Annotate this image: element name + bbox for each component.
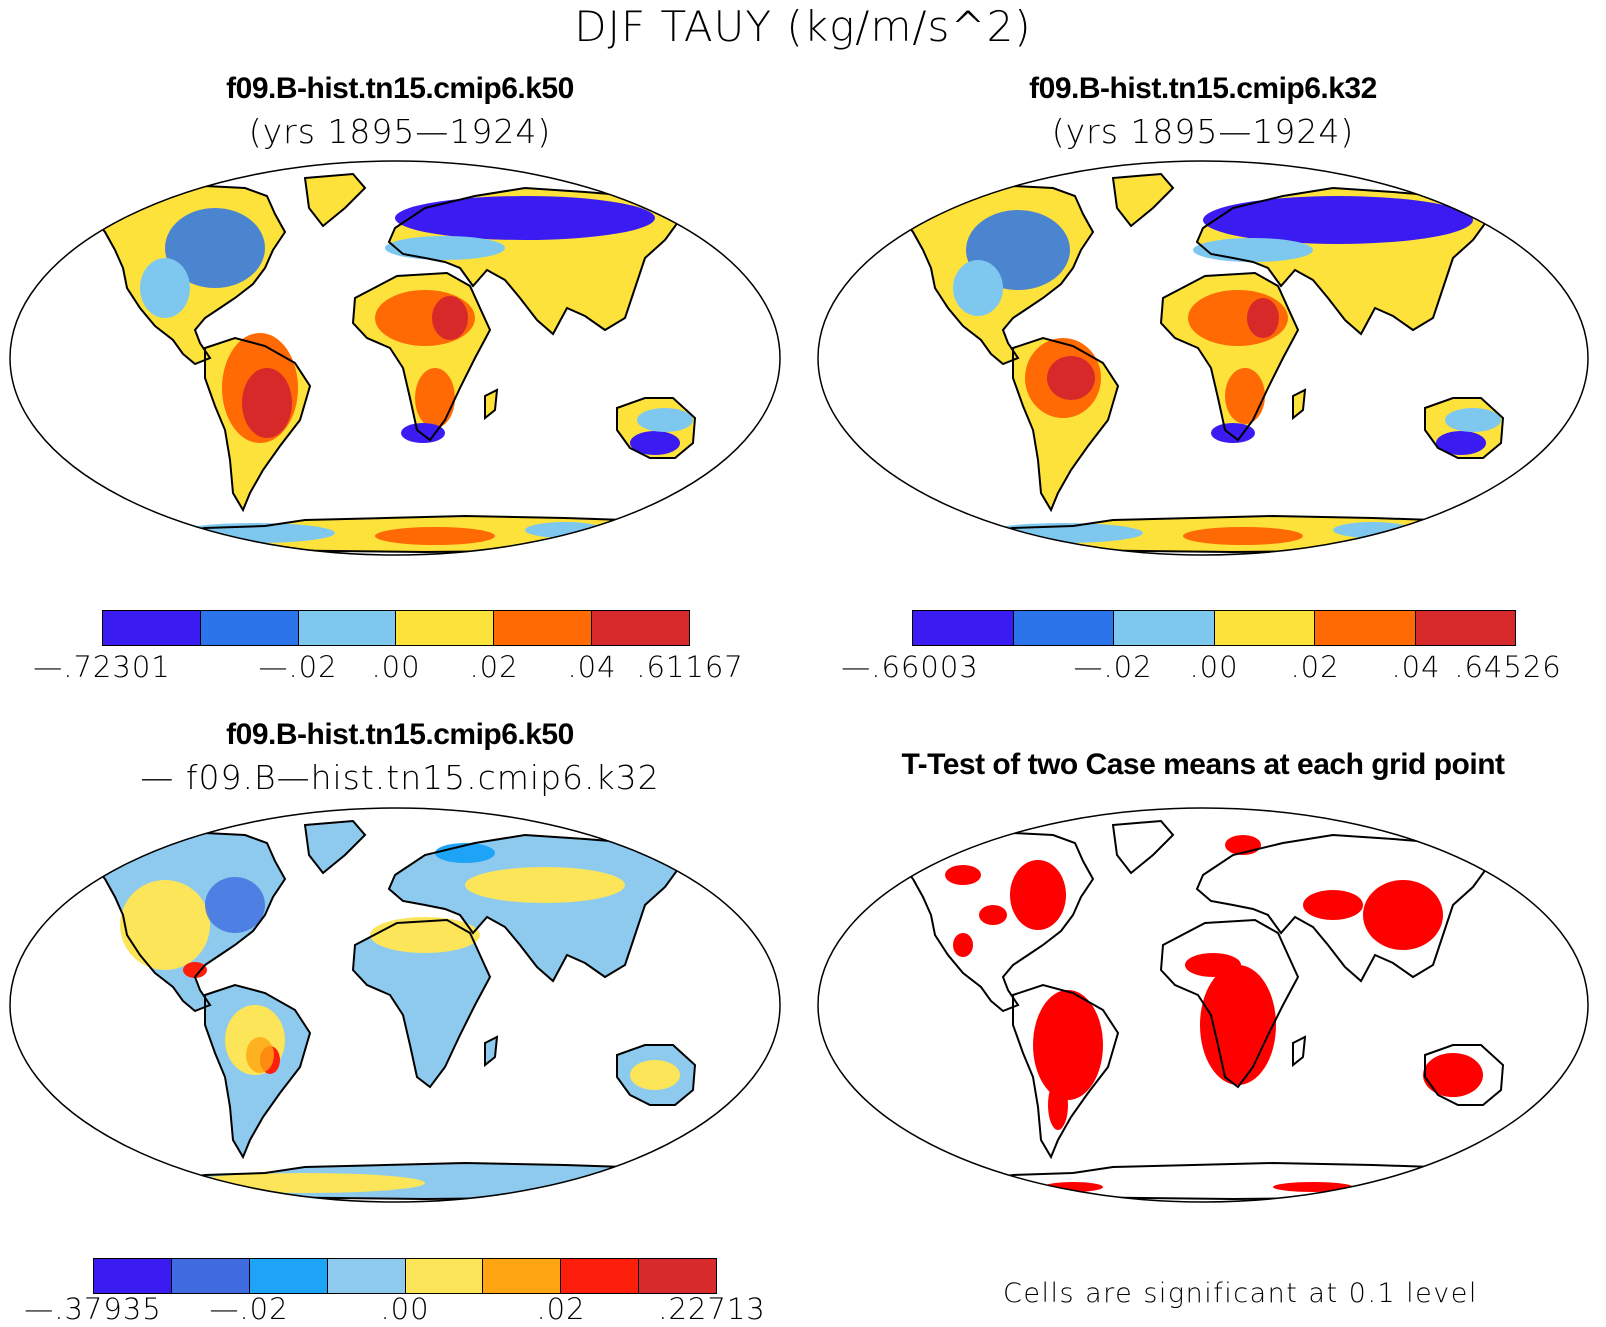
colorbar-3-swatch <box>171 1259 250 1293</box>
colorbar-2-swatch <box>1114 611 1215 645</box>
colorbar-2-label: .04 <box>1391 650 1441 684</box>
significant-cells <box>945 835 1483 1192</box>
colorbar-1-swatch <box>396 611 495 645</box>
colorbar-1-label: .04 <box>567 650 617 684</box>
colorbar-2-label: —.66003 <box>841 650 979 684</box>
colorbar-2-label: .02 <box>1290 650 1340 684</box>
colorbar-2-swatch <box>1214 611 1315 645</box>
colorbar-2-label: —.02 <box>1073 650 1153 684</box>
difference-field <box>120 843 680 1193</box>
map-panel-1 <box>9 160 781 556</box>
map-panel-4 <box>817 807 1589 1203</box>
colorbar-1-label: —.72301 <box>33 650 171 684</box>
panel-1-title: f09.B-hist.tn15.cmip6.k50 <box>226 72 574 105</box>
colorbar-1-swatch <box>592 611 689 645</box>
colorbar-1-swatch <box>494 611 593 645</box>
panel-3-subtitle: — f09.B—hist.tn15.cmip6.k32 <box>140 758 660 797</box>
colorbar-2-swatch <box>1315 611 1416 645</box>
map-panel-3 <box>9 807 781 1203</box>
colorbar-2-label: .00 <box>1189 650 1239 684</box>
wind-stress-field <box>140 196 693 545</box>
colorbar-1-label: .00 <box>371 650 421 684</box>
panel-2-title: f09.B-hist.tn15.cmip6.k32 <box>1029 72 1377 105</box>
colorbar-1 <box>102 610 690 646</box>
colorbar-3-label: —.02 <box>209 1292 289 1326</box>
panel-1-subtitle: (yrs 1895—1924) <box>248 112 552 151</box>
main-title: DJF TAUY (kg/m/s^2) <box>574 2 1032 51</box>
colorbar-2-label: .64526 <box>1454 650 1562 684</box>
colorbar-1-label: .02 <box>469 650 519 684</box>
colorbar-3-swatch <box>405 1259 484 1293</box>
colorbar-2-swatch <box>1415 611 1515 645</box>
colorbar-1-swatch <box>200 611 299 645</box>
map-panel-2 <box>817 160 1589 556</box>
colorbar-3-label: .00 <box>380 1292 430 1326</box>
colorbar-2-swatch <box>913 611 1014 645</box>
colorbar-3-swatch <box>483 1259 562 1293</box>
colorbar-3-swatch <box>94 1259 172 1293</box>
colorbar-3-swatch <box>249 1259 328 1293</box>
panel-4-title: T-Test of two Case means at each grid po… <box>901 748 1505 781</box>
colorbar-3-swatch <box>561 1259 640 1293</box>
colorbar-3-swatch <box>639 1259 716 1293</box>
panel-3-title: f09.B-hist.tn15.cmip6.k50 <box>226 718 574 751</box>
colorbar-1-swatch <box>298 611 397 645</box>
panel-2-subtitle: (yrs 1895—1924) <box>1051 112 1355 151</box>
colorbar-1-label: —.02 <box>258 650 338 684</box>
significance-note: Cells are significant at 0.1 level <box>1003 1278 1478 1309</box>
colorbar-1-swatch <box>103 611 201 645</box>
colorbar-3-label: —.37935 <box>24 1292 162 1326</box>
colorbar-3-label: .02 <box>536 1292 586 1326</box>
colorbar-3-label: .22713 <box>658 1292 766 1326</box>
colorbar-2-swatch <box>1013 611 1114 645</box>
colorbar-2 <box>912 610 1516 646</box>
colorbar-3 <box>93 1258 717 1294</box>
colorbar-1-label: .61167 <box>636 650 744 684</box>
colorbar-3-swatch <box>327 1259 406 1293</box>
